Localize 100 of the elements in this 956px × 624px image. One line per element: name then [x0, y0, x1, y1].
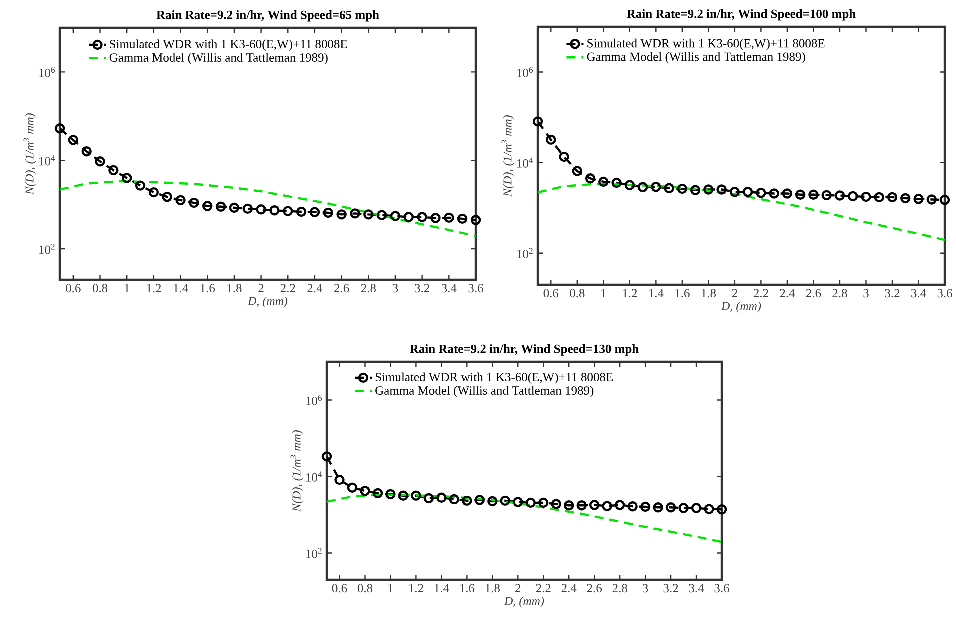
x-tick-label: 0.8 [358, 584, 373, 593]
point [704, 504, 714, 514]
y-axis-title: N(D), (1/m$^{3}$ mm) [502, 116, 514, 197]
point [822, 190, 832, 201]
point [430, 213, 441, 224]
point [808, 190, 819, 200]
point [148, 187, 160, 198]
point [424, 493, 434, 504]
point [500, 496, 510, 506]
x-tick-label: 3.4 [442, 284, 457, 293]
point [638, 182, 648, 192]
point [176, 195, 186, 206]
x-tick-label: 3.4 [912, 289, 926, 298]
point [322, 452, 332, 462]
point [651, 182, 662, 192]
point [296, 206, 307, 218]
point [640, 502, 651, 512]
point [360, 486, 370, 496]
y-axis-title: N(D), (1/m$^{3}$ mm) [24, 114, 36, 195]
point [334, 474, 345, 486]
x-tick-label: 1.6 [676, 289, 690, 298]
legend-label: Gamma Model (Willis and Tattleman 1989) [376, 386, 594, 398]
x-tick-label: 3.2 [885, 289, 900, 298]
point [551, 499, 562, 510]
x-tick-label: 2.2 [536, 584, 551, 593]
point [189, 198, 200, 208]
x-tick-label: 1 [388, 584, 394, 592]
point [598, 176, 609, 188]
x-tick-label: 1 [125, 284, 130, 292]
point [474, 495, 486, 506]
point [462, 496, 472, 506]
point [417, 212, 428, 222]
point [602, 501, 612, 512]
x-tick-label: 0.8 [92, 284, 108, 293]
x-tick-label: 2.8 [612, 584, 628, 593]
line-series [327, 494, 722, 544]
point [782, 188, 793, 199]
y-tick-label: 10$^{2}$ [306, 548, 322, 558]
x-tick-label: 0.6 [332, 584, 348, 593]
point [704, 184, 714, 195]
point [202, 201, 213, 212]
x-tick-label: 2.8 [832, 289, 848, 298]
point [900, 193, 911, 204]
y-tick-label: 10$^{2}$ [40, 244, 55, 254]
line-series [538, 183, 946, 242]
x-axis-title: D, (mm) [504, 596, 544, 608]
x-tick-label: 0.6 [66, 284, 81, 293]
point [887, 192, 898, 203]
point [386, 489, 396, 500]
x-tick-label: 1 [602, 289, 606, 298]
legend-label: Gamma Model (Willis and Tattleman 1989) [587, 52, 806, 64]
x-tick-label: 2.6 [334, 284, 350, 293]
point [372, 488, 384, 499]
point [270, 206, 280, 216]
point [82, 146, 92, 157]
point [398, 490, 409, 501]
point [449, 494, 460, 505]
point [242, 204, 253, 214]
point [546, 134, 556, 146]
legend-label: Gamma Model (Willis and Tattleman 1989) [110, 53, 328, 65]
x-tick-label: 2.6 [806, 289, 822, 298]
x-tick-label: 1.8 [486, 584, 500, 593]
line-series [60, 180, 476, 238]
chart-title: Rain Rate=9.2 in/hr, Wind Speed=100 mph [627, 9, 856, 21]
chart-title: Rain Rate=9.2 in/hr, Wind Speed=130 mph [410, 344, 639, 356]
x-tick-label: 2.2 [280, 284, 296, 293]
point [54, 124, 66, 134]
x-tick-label: 2.4 [308, 284, 323, 293]
x-tick-label: 1.8 [702, 289, 716, 298]
x-tick-label: 1.4 [434, 584, 450, 593]
point [513, 497, 524, 508]
point [612, 178, 622, 188]
point [756, 188, 766, 198]
x-tick-label: 1.8 [228, 284, 242, 293]
x-tick-label: 2.4 [562, 584, 577, 593]
x-tick-label: 2.8 [361, 284, 376, 293]
chart-title: Rain Rate=9.2 in/hr, Wind Speed=65 mph [156, 10, 380, 22]
point [861, 192, 872, 202]
y-axis-title: N(D), (1/m$^{3}$ mm) [290, 430, 304, 512]
point [444, 212, 454, 224]
point [364, 210, 374, 220]
point [390, 211, 401, 222]
x-tick-label: 0.8 [570, 289, 585, 298]
point [940, 195, 950, 206]
point [283, 206, 294, 216]
x-tick-label: 2 [516, 584, 521, 592]
point [730, 187, 740, 198]
x-tick-label: 2 [732, 289, 738, 298]
point [336, 210, 347, 220]
point [108, 165, 119, 176]
point [350, 208, 360, 219]
point [404, 212, 414, 222]
point [742, 187, 754, 198]
point [628, 501, 638, 512]
point [256, 204, 266, 215]
point [347, 482, 358, 493]
point [690, 185, 701, 196]
point [216, 202, 226, 212]
x-tick-label: 1.2 [623, 289, 638, 298]
x-tick-label: 2.6 [587, 584, 602, 593]
